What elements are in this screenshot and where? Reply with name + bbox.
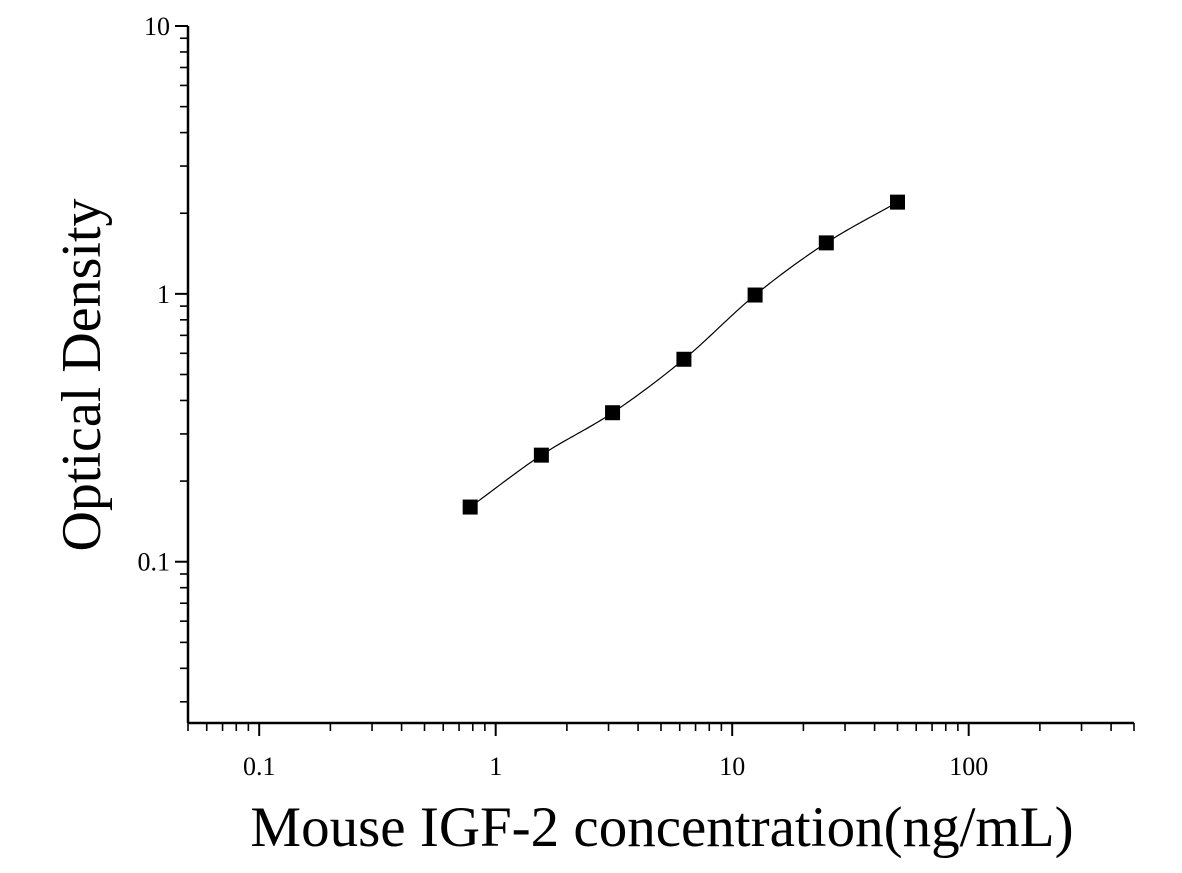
major-ticks (175, 25, 970, 736)
y-tick-labels: 0.1 1 10 (138, 12, 171, 577)
data-point (676, 351, 692, 367)
x-tick-label: 100 (949, 752, 988, 781)
data-point (462, 499, 478, 515)
x-tick-label: 10 (719, 752, 745, 781)
x-tick-labels: 0.1 1 10 100 (243, 752, 988, 781)
data-point (605, 405, 621, 421)
y-tick-label: 0.1 (138, 548, 171, 577)
data-point (533, 447, 549, 463)
data-point (890, 194, 905, 210)
minor-ticks (180, 37, 1135, 731)
data-point (747, 287, 763, 303)
data-points (462, 194, 905, 515)
x-axis-title: Mouse IGF-2 concentration(ng/mL) (250, 796, 1073, 859)
y-tick-label: 10 (144, 12, 170, 41)
y-axis-title: Optical Density (51, 198, 113, 551)
x-tick-label: 0.1 (243, 752, 276, 781)
data-point (818, 235, 834, 251)
x-tick-label: 1 (489, 752, 502, 781)
y-tick-label: 1 (157, 280, 170, 309)
